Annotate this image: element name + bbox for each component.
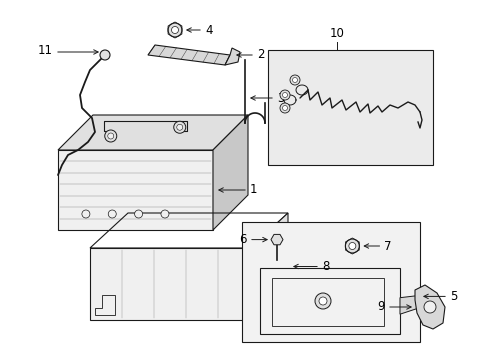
Text: 4: 4: [204, 23, 212, 36]
Circle shape: [107, 133, 114, 139]
Text: 5: 5: [449, 290, 456, 303]
Text: 10: 10: [329, 27, 344, 40]
Circle shape: [104, 130, 117, 142]
Circle shape: [173, 121, 185, 133]
Text: 11: 11: [38, 44, 53, 57]
Text: 3: 3: [276, 91, 284, 104]
Text: 2: 2: [257, 49, 264, 62]
Circle shape: [282, 105, 287, 111]
Bar: [242, 222, 419, 342]
Polygon shape: [224, 48, 240, 65]
Text: 7: 7: [384, 239, 391, 252]
Polygon shape: [249, 213, 287, 320]
Circle shape: [280, 90, 289, 100]
Circle shape: [161, 210, 169, 218]
Circle shape: [282, 93, 287, 98]
Circle shape: [348, 243, 355, 249]
Polygon shape: [399, 294, 429, 314]
Circle shape: [292, 77, 297, 82]
Text: 9: 9: [377, 301, 384, 314]
Circle shape: [176, 124, 183, 130]
Circle shape: [314, 293, 330, 309]
Circle shape: [100, 50, 110, 60]
Circle shape: [280, 103, 289, 113]
Text: 1: 1: [249, 184, 257, 197]
Bar: [267, 50, 432, 165]
Text: 8: 8: [321, 260, 329, 273]
Bar: [260, 268, 399, 334]
Polygon shape: [58, 115, 247, 150]
Circle shape: [168, 23, 182, 37]
Circle shape: [171, 27, 178, 33]
Polygon shape: [58, 150, 213, 230]
Circle shape: [423, 301, 435, 313]
Polygon shape: [414, 285, 444, 329]
Circle shape: [289, 75, 299, 85]
Polygon shape: [270, 234, 283, 245]
Circle shape: [81, 210, 90, 218]
Polygon shape: [90, 248, 249, 320]
Polygon shape: [213, 115, 247, 230]
Text: 6: 6: [239, 233, 246, 246]
Circle shape: [108, 210, 116, 218]
Polygon shape: [148, 45, 229, 65]
Circle shape: [134, 210, 142, 218]
Bar: [271, 278, 383, 326]
Circle shape: [345, 239, 359, 253]
Circle shape: [318, 297, 326, 305]
